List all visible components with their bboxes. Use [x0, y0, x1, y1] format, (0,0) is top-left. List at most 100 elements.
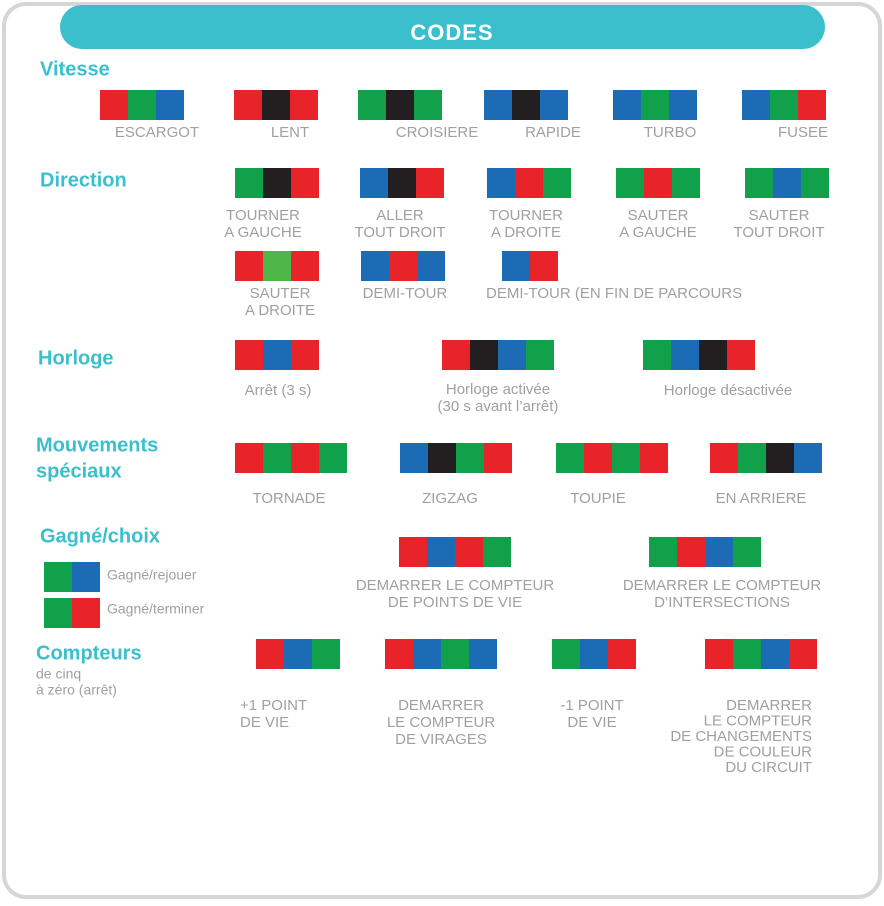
- color-square: [644, 168, 672, 198]
- color-square: [263, 168, 291, 198]
- color-square: [487, 168, 515, 198]
- code-label: Horloge désactivée: [664, 382, 792, 399]
- code-label: Gagné/rejouer: [107, 567, 197, 583]
- code-label: Horloge activée: [446, 381, 550, 398]
- color-square: [263, 340, 291, 370]
- color-square: [414, 90, 442, 120]
- color-square: [761, 639, 789, 669]
- color-square: [552, 639, 580, 669]
- code-label: DEMI-TOUR: [363, 285, 448, 302]
- code-label: SAUTER: [749, 207, 810, 224]
- section-subtitle: de cinq: [36, 666, 81, 682]
- code-label: DEMARRER LE COMPTEUR: [356, 577, 555, 594]
- color-square: [256, 639, 284, 669]
- color-square: [540, 90, 568, 120]
- color-square: [727, 340, 755, 370]
- code-label: D’INTERSECTIONS: [654, 594, 790, 611]
- color-square: [427, 537, 455, 567]
- color-square: [705, 537, 733, 567]
- color-square: [530, 251, 558, 281]
- color-square: [766, 443, 794, 473]
- code-label: Gagné/terminer: [107, 601, 205, 617]
- color-square: [773, 168, 801, 198]
- code-label: A GAUCHE: [224, 224, 302, 241]
- color-square: [705, 639, 733, 669]
- color-square: [128, 90, 156, 120]
- code-label: -1 POINT: [560, 697, 623, 714]
- code-label: DE POINTS DE VIE: [388, 594, 522, 611]
- color-square: [612, 443, 640, 473]
- color-square: [262, 90, 290, 120]
- section-title: spéciaux: [36, 460, 122, 482]
- color-square: [235, 168, 263, 198]
- color-square: [399, 537, 427, 567]
- color-square: [640, 443, 668, 473]
- color-square: [699, 340, 727, 370]
- code-label: SAUTER: [250, 285, 311, 302]
- color-square: [484, 443, 512, 473]
- color-square: [745, 168, 773, 198]
- color-square: [291, 443, 319, 473]
- color-square: [643, 340, 671, 370]
- color-square: [235, 443, 263, 473]
- color-square: [360, 168, 388, 198]
- color-square: [710, 443, 738, 473]
- code-label: LENT: [271, 124, 309, 141]
- color-square: [416, 168, 444, 198]
- color-square: [641, 90, 669, 120]
- color-square: [235, 340, 263, 370]
- section-title: Mouvements: [36, 434, 158, 456]
- code-label: TOURNER: [489, 207, 563, 224]
- color-square: [361, 251, 389, 281]
- header-bar: [60, 5, 825, 49]
- code-label: DE VIE: [567, 714, 616, 731]
- code-label: TOUPIE: [570, 490, 626, 507]
- color-square: [484, 90, 512, 120]
- code-label: A GAUCHE: [619, 224, 697, 241]
- color-square: [672, 168, 700, 198]
- color-square: [669, 90, 697, 120]
- color-square: [291, 251, 319, 281]
- code-label: DEMI-TOUR (EN FIN DE PARCOURS: [486, 285, 742, 302]
- color-square: [442, 340, 470, 370]
- color-square: [388, 168, 416, 198]
- color-square: [613, 90, 641, 120]
- code-label: TURBO: [644, 124, 697, 141]
- color-square: [502, 251, 530, 281]
- header-title: CODES: [410, 20, 493, 45]
- color-square: [733, 639, 761, 669]
- code-label: CROISIERE: [396, 124, 479, 141]
- code-label: LE COMPTEUR: [387, 714, 496, 731]
- color-square: [358, 90, 386, 120]
- color-square: [677, 537, 705, 567]
- color-square: [733, 537, 761, 567]
- color-square: [234, 90, 262, 120]
- color-square: [417, 251, 445, 281]
- color-square: [312, 639, 340, 669]
- section-title: Direction: [40, 169, 127, 191]
- code-label: A DROITE: [491, 224, 561, 241]
- color-square: [512, 90, 540, 120]
- code-label: ESCARGOT: [115, 124, 199, 141]
- color-square: [742, 90, 770, 120]
- color-square: [284, 639, 312, 669]
- color-square: [789, 639, 817, 669]
- color-square: [291, 168, 319, 198]
- color-square: [608, 639, 636, 669]
- color-square: [72, 598, 100, 628]
- color-square: [456, 443, 484, 473]
- color-square: [671, 340, 699, 370]
- color-square: [515, 168, 543, 198]
- color-square: [100, 90, 128, 120]
- code-label: TORNADE: [252, 490, 325, 507]
- color-square: [290, 90, 318, 120]
- color-square: [798, 90, 826, 120]
- section-title: Horloge: [38, 347, 114, 369]
- color-square: [483, 537, 511, 567]
- section-title: Gagné/choix: [40, 525, 160, 547]
- code-label: DEMARRER: [726, 697, 812, 714]
- color-square: [470, 340, 498, 370]
- color-square: [770, 90, 798, 120]
- color-square: [543, 168, 571, 198]
